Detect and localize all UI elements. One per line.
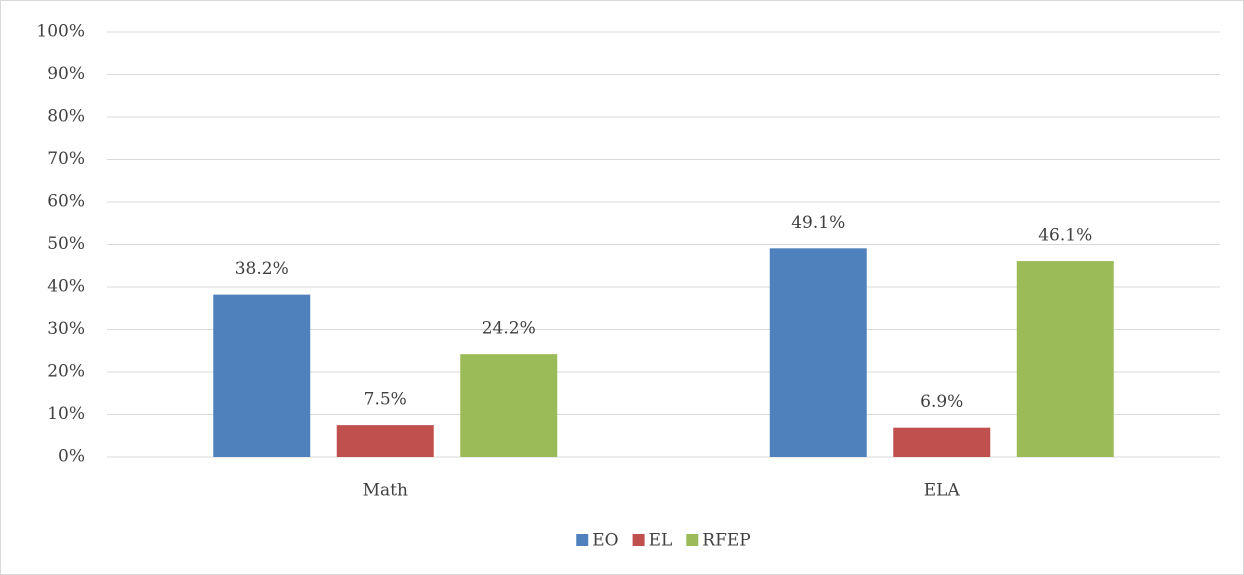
y-tick-label: 30% <box>47 319 85 339</box>
value-label: 38.2% <box>235 259 289 279</box>
x-tick-label: Math <box>363 481 408 501</box>
y-tick-label: 0% <box>58 447 85 467</box>
y-tick-label: 20% <box>47 362 85 382</box>
x-tick-label: ELA <box>924 481 961 501</box>
y-tick-label: 100% <box>36 22 85 42</box>
value-label: 24.2% <box>482 319 536 339</box>
value-label: 7.5% <box>364 390 407 410</box>
bar <box>460 354 558 457</box>
y-tick-label: 90% <box>47 64 85 84</box>
legend-swatch <box>686 534 699 546</box>
y-tick-label: 10% <box>47 404 85 424</box>
bar <box>893 427 991 457</box>
bar <box>336 425 434 457</box>
legend: EO EL RFEP <box>576 531 751 551</box>
legend-label: EL <box>649 531 673 551</box>
y-tick-label: 60% <box>47 192 85 212</box>
y-tick-label: 40% <box>47 277 85 297</box>
legend-swatch <box>632 534 645 546</box>
legend-label: RFEP <box>702 531 750 551</box>
value-label: 49.1% <box>791 213 845 233</box>
bar <box>1016 261 1114 457</box>
bar <box>769 248 867 457</box>
legend-swatch <box>576 534 589 546</box>
value-label: 6.9% <box>920 392 963 412</box>
bar <box>213 294 311 457</box>
y-tick-label: 80% <box>47 107 85 127</box>
legend-label: EO <box>592 531 618 551</box>
value-label: 46.1% <box>1038 226 1092 246</box>
y-tick-label: 70% <box>47 149 85 169</box>
y-tick-label: 50% <box>47 234 85 254</box>
